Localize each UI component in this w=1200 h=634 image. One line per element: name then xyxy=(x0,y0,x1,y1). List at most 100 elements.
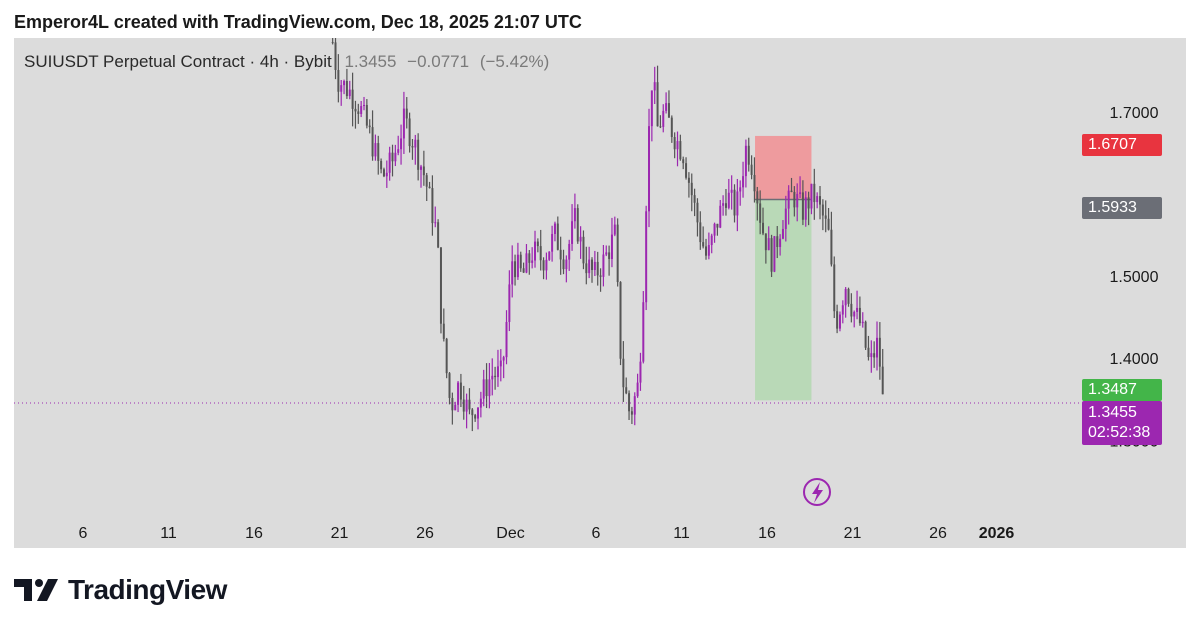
candle-body xyxy=(519,254,522,269)
candle-body xyxy=(767,238,770,251)
stop-loss-zone[interactable] xyxy=(755,135,812,200)
target-price-label: 1.3487 xyxy=(1082,379,1162,401)
candle-body xyxy=(756,191,759,204)
candle-body xyxy=(861,321,864,324)
candle-body xyxy=(363,105,366,107)
candle-body xyxy=(836,311,839,329)
candle-body xyxy=(784,208,787,229)
tradingview-logo-icon xyxy=(14,579,58,601)
candle-body xyxy=(591,259,594,271)
candle-body xyxy=(713,223,716,236)
candle-body xyxy=(516,254,519,278)
price-change: −0.0771 xyxy=(407,52,470,71)
candle-body xyxy=(494,375,497,378)
candle-body xyxy=(867,347,870,358)
candle-body xyxy=(781,228,784,239)
candle-body xyxy=(679,141,682,160)
candle-body xyxy=(819,196,822,205)
candle-body xyxy=(759,203,762,223)
candle-body xyxy=(750,164,753,175)
candle-body xyxy=(545,259,548,271)
candle-body xyxy=(534,241,537,261)
candle-body xyxy=(573,208,576,222)
candle-body xyxy=(610,234,613,260)
candle-body xyxy=(690,182,693,196)
candle-body xyxy=(422,166,425,176)
candle-body xyxy=(371,127,374,157)
candle-body xyxy=(345,80,348,97)
candle-body xyxy=(502,357,505,361)
candle-body xyxy=(796,193,799,208)
candle-body xyxy=(733,189,736,216)
candle-body xyxy=(742,176,745,188)
candle-body xyxy=(813,183,816,203)
x-tick-label: 11 xyxy=(160,525,177,542)
candle-body xyxy=(605,252,608,255)
candle-body xyxy=(394,152,397,162)
candle-body xyxy=(633,396,636,415)
candle-body xyxy=(830,229,833,265)
y-tick-label: 1.4000 xyxy=(1110,351,1159,368)
current-price-label: 1.3455 02:52:38 xyxy=(1082,401,1162,445)
candle-body xyxy=(639,361,642,383)
candle-body xyxy=(334,42,337,70)
candle-body xyxy=(799,192,802,194)
flash-icon[interactable] xyxy=(803,478,831,506)
candle-body xyxy=(773,236,776,272)
candle-body xyxy=(793,191,796,208)
candle-body xyxy=(417,139,420,170)
candle-body xyxy=(485,379,488,397)
candle-body xyxy=(693,195,696,203)
candle-body xyxy=(522,268,525,273)
candle-body xyxy=(619,282,622,359)
candle-body xyxy=(496,366,499,378)
tradingview-brand: TradingView xyxy=(68,574,227,605)
candle-body xyxy=(665,103,668,111)
x-tick-label: 16 xyxy=(758,525,776,542)
tradingview-logo[interactable]: TradingView xyxy=(14,574,227,606)
footer: TradingView xyxy=(14,574,227,606)
candle-body xyxy=(439,247,442,324)
candle-body xyxy=(477,407,480,419)
attribution-header: Emperor4L created with TradingView.com, … xyxy=(14,12,582,32)
candle-body xyxy=(616,224,619,283)
candle-body xyxy=(648,126,651,212)
candle-body xyxy=(536,241,539,247)
candle-body xyxy=(685,163,688,178)
candle-body xyxy=(650,90,653,127)
candle-body xyxy=(479,398,482,408)
candle-body xyxy=(425,175,428,187)
candle-body xyxy=(602,254,605,277)
position-zones xyxy=(755,135,812,401)
x-tick-label: 6 xyxy=(592,525,601,542)
candle-body xyxy=(824,215,827,219)
candle-body xyxy=(630,411,633,415)
candle-body xyxy=(662,110,665,127)
candle-body xyxy=(565,259,568,270)
candle-body xyxy=(348,89,351,97)
candle-body xyxy=(810,183,813,209)
x-tick-label: 6 xyxy=(79,525,88,542)
candle-body xyxy=(568,243,571,260)
candle-body xyxy=(491,375,494,380)
candle-body xyxy=(730,189,733,193)
last-price: 1.3455 xyxy=(344,52,397,71)
symbol-info: SUIUSDT Perpetual Contract · 4h · Bybit … xyxy=(24,52,555,72)
candle-body xyxy=(525,253,528,273)
candle-body xyxy=(858,307,861,324)
candle-body xyxy=(437,222,440,248)
candle-body xyxy=(343,80,346,86)
candle-body xyxy=(360,106,363,114)
candle-body xyxy=(428,186,431,189)
candle-body xyxy=(807,197,810,209)
candle-body xyxy=(878,337,881,367)
candle-body xyxy=(551,233,554,252)
candle-body xyxy=(722,203,725,206)
candle-body xyxy=(724,203,727,208)
candle-body xyxy=(667,103,670,118)
candle-body xyxy=(827,218,830,230)
candle-body xyxy=(482,379,485,399)
candle-body xyxy=(582,236,585,264)
